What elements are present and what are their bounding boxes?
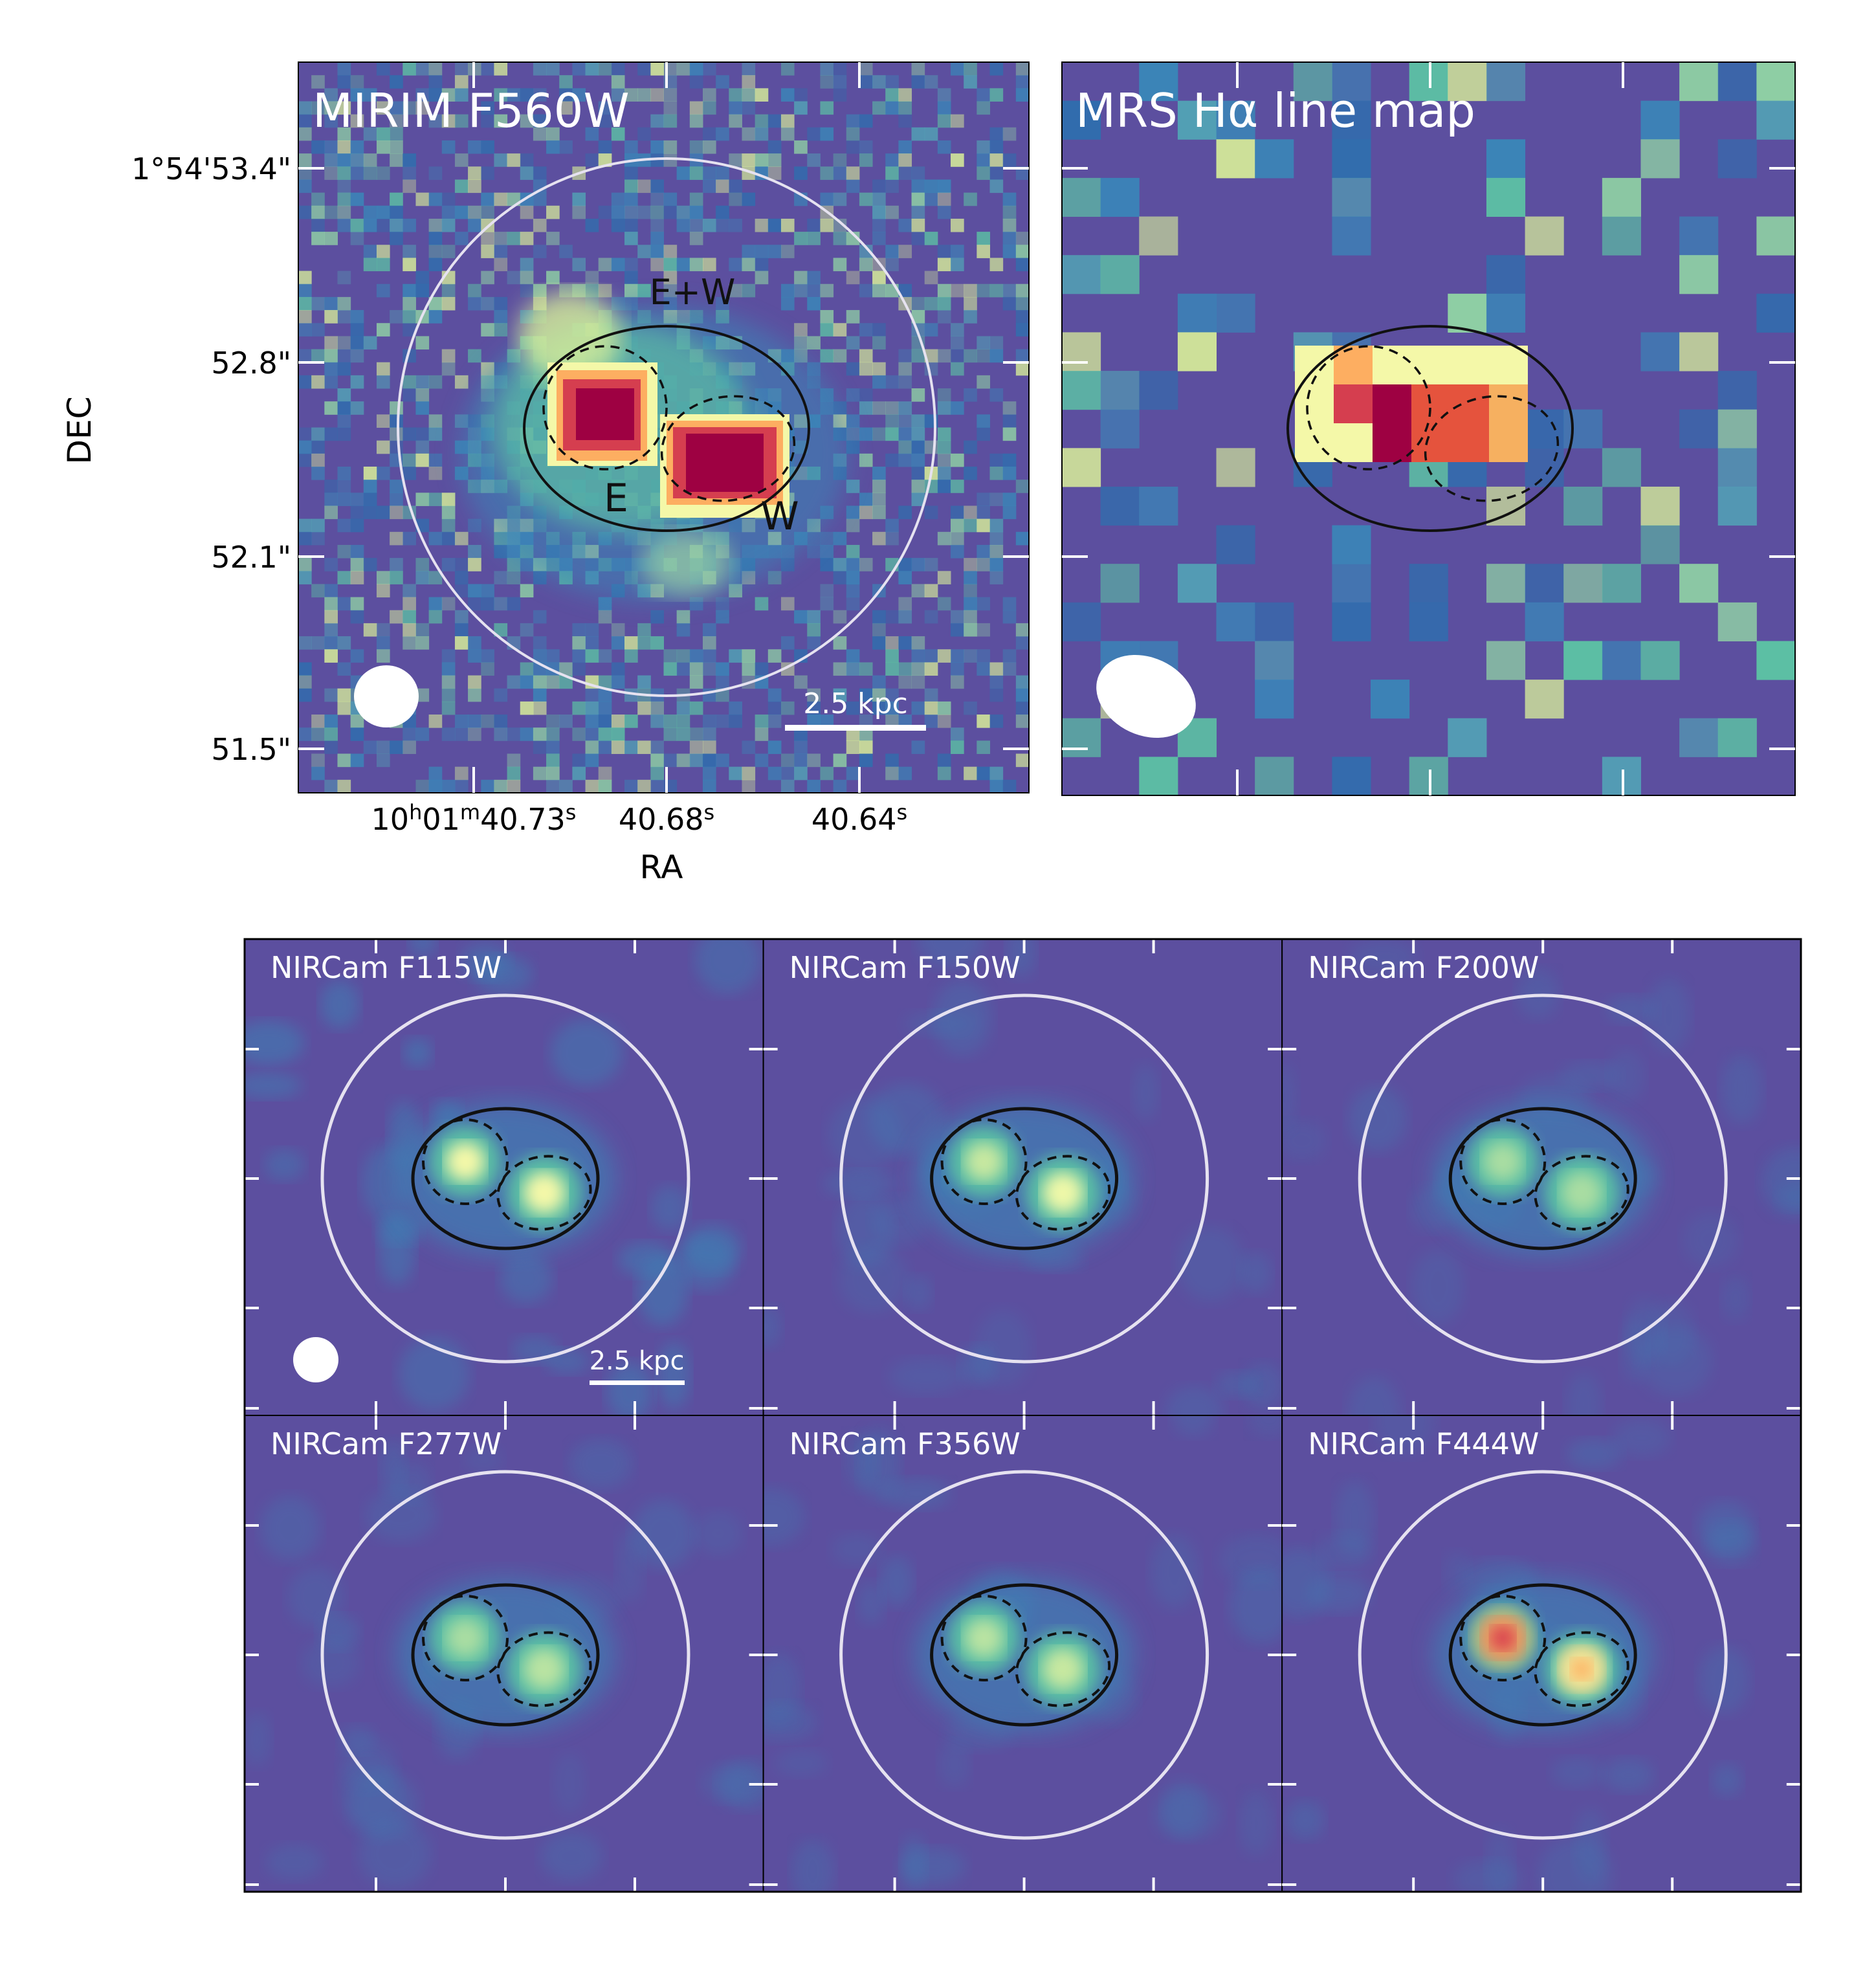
nircam-ticks [245,939,764,1415]
mrs-w-ellipse [1424,395,1560,502]
nircam-grid-frame [243,938,1802,1893]
nircam-w-ellipse [496,1631,592,1707]
nircam-w-ellipse [1534,1631,1629,1707]
nircam-aperture-circle [839,993,1209,1364]
nircam-ew-ellipse [1448,1583,1637,1727]
nircam-image [245,1438,764,1889]
mirim-scalebar-label: 2.5 kpc [803,687,908,720]
nircam-panel-3: NIRCam F200W [1281,938,1802,1416]
nircam-ticks [763,939,1283,1415]
dec-axis-label: DEC [61,396,98,464]
nircam-ew-ellipse [411,1583,600,1727]
nircam-title: NIRCam F444W [1308,1426,1539,1461]
label-w: W [760,494,799,539]
dec-tick-4: 51.5" [211,732,291,767]
mrs-ew-ellipse [1286,325,1574,532]
nircam-panel-6: NIRCam F444W [1281,1415,1802,1892]
mirim-beam-ellipse [354,665,419,727]
mrs-frame [1061,61,1796,796]
mrs-core [1295,346,1528,462]
mrs-title: MRS Hα line map [1076,83,1475,138]
mirim-ticks [298,62,1029,793]
dec-tick-1: 1°54'53.4" [131,151,291,186]
ra-tick-3: 40.64s [811,800,907,837]
mirim-frame [298,61,1030,793]
ra-axis-label: RA [640,848,683,886]
nircam-ew-ellipse [930,1107,1119,1250]
nircam-panel-2: NIRCam F150W [762,938,1283,1416]
mirim-pixels [298,62,1029,793]
nircam-title: NIRCam F115W [270,950,502,985]
nircam-panel-4: NIRCam F277W [244,1415,764,1892]
nircam-e-ellipse [940,1118,1028,1205]
mrs-ticks [1062,62,1795,795]
label-ew: E+W [650,272,736,313]
nircam-aperture-circle [839,1470,1209,1840]
nircam-grid: NIRCam F115W 2.5 kpc NIRCam F150W NIRCam F2… [244,938,1802,1892]
mirim-core-e [547,362,657,466]
nircam-w-ellipse [1015,1155,1111,1231]
nircam-e-ellipse [422,1595,509,1681]
nircam-scalebar [590,1380,685,1385]
mrs-beam-ellipse [1096,654,1196,738]
mirim-aperture-circle [397,157,936,697]
nircam-ew-ellipse [411,1107,600,1250]
mrs-panel: MRS Hα line map [1061,61,1796,796]
mirim-panel: 2.5 kpc MIRIM F560W E+W E W 1°54'53.4" 5… [61,61,1030,886]
nircam-ew-ellipse [930,1583,1119,1727]
nircam-title: NIRCam F277W [270,1426,502,1461]
mirim-scalebar [785,725,926,731]
nircam-aperture-circle [1358,993,1728,1364]
nircam-panel-1: NIRCam F115W 2.5 kpc [244,938,764,1416]
nircam-title: NIRCam F356W [789,1426,1021,1461]
nircam-ticks [245,1415,764,1892]
nircam-scalebar-label: 2.5 kpc [590,1346,685,1376]
nircam-ticks [1282,1415,1801,1892]
nircam-ticks [763,1415,1283,1892]
nircam-ticks [1282,939,1801,1415]
nircam-title: NIRCam F150W [789,950,1021,985]
nircam-w-ellipse [496,1155,592,1231]
nircam-ew-ellipse [1448,1107,1637,1250]
mirim-ew-ellipse [523,325,810,532]
nircam-w-ellipse [1015,1631,1111,1707]
nircam-image [245,939,762,1415]
nircam-e-ellipse [940,1595,1028,1681]
label-e: E [604,476,628,521]
mirim-w-ellipse [660,395,796,502]
mrs-e-ellipse [1306,345,1431,471]
dec-tick-3: 52.1" [211,540,291,575]
nircam-e-ellipse [1459,1118,1547,1205]
nircam-e-ellipse [1459,1595,1547,1681]
ra-tick-1: 10h01m40.73s [371,800,577,837]
nircam-image [1282,939,1801,1415]
dec-tick-2: 52.8" [211,346,291,381]
nircam-title: NIRCam F200W [1308,950,1539,985]
nircam-beam-circle [293,1337,338,1382]
nircam-image [763,1415,1283,1892]
nircam-w-ellipse [1534,1155,1629,1231]
nircam-panel-5: NIRCam F356W [762,1415,1283,1892]
ra-tick-2: 40.68s [619,800,714,837]
nircam-e-ellipse [422,1118,509,1205]
nircam-aperture-circle [320,1470,690,1840]
mirim-title: MIRIM F560W [313,83,630,138]
mrs-pixels [1062,62,1795,795]
mirim-e-ellipse [542,345,668,471]
nircam-aperture-circle [1358,1470,1728,1840]
nircam-aperture-circle [320,993,690,1364]
